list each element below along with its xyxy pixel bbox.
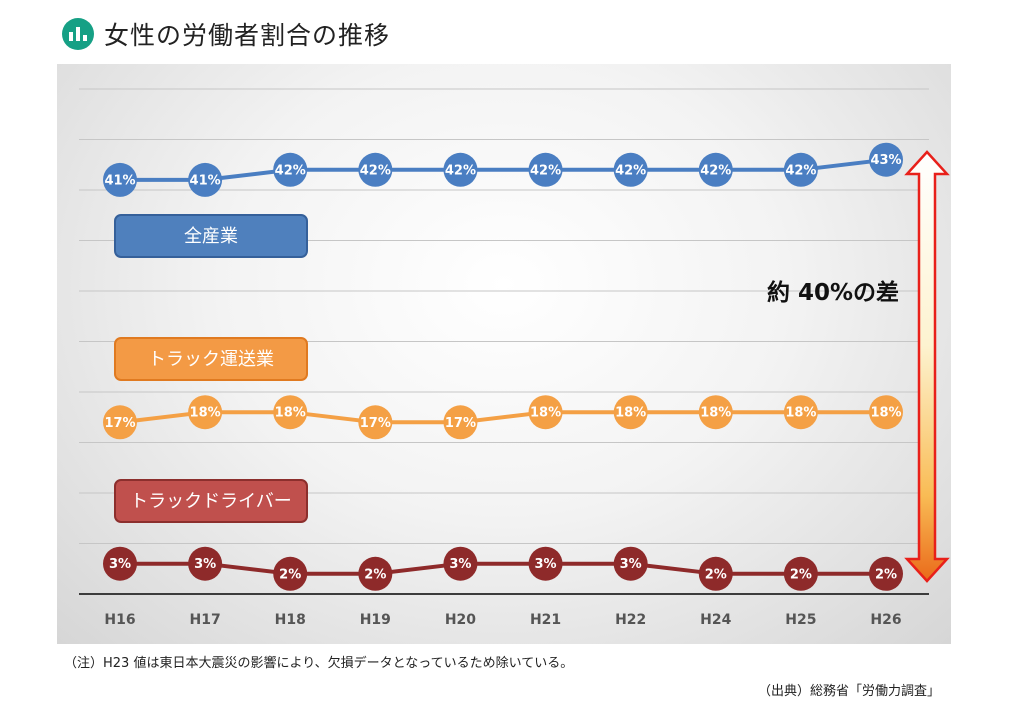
x-tick-label: H26 — [870, 612, 901, 628]
data-label: 18% — [275, 406, 306, 421]
footnote: （注）H23 値は東日本大震災の影響により、欠損データとなっているため除いている… — [64, 656, 574, 671]
data-point — [103, 546, 137, 581]
chart-area: H16 H17 H18 H19 H20 H21 H22 H24 H25 H26 41% 41% 42% 4… — [57, 64, 951, 644]
x-tick-label: H25 — [785, 612, 816, 628]
data-label: 42% — [360, 163, 391, 178]
data-point — [613, 152, 648, 187]
data-point — [528, 152, 563, 187]
data-point — [783, 395, 818, 430]
data-label: 2% — [875, 567, 897, 582]
x-tick-label: H17 — [190, 612, 221, 628]
data-label: 42% — [615, 163, 646, 178]
data-point — [273, 395, 308, 430]
series-line — [120, 561, 886, 576]
x-tick-label: H16 — [104, 612, 135, 628]
x-tick-label: H24 — [700, 612, 731, 628]
data-label: 18% — [785, 406, 816, 421]
legend-label: トラック運送業 — [148, 349, 274, 370]
data-point — [273, 152, 308, 187]
data-label: 17% — [360, 416, 391, 431]
data-label: 17% — [445, 416, 476, 431]
x-tick-label: H20 — [445, 612, 476, 628]
data-point — [273, 556, 308, 591]
data-point — [443, 152, 478, 187]
bar-chart-icon — [62, 18, 94, 50]
data-point — [613, 546, 648, 581]
data-label: 42% — [700, 163, 731, 178]
data-point — [783, 152, 818, 187]
data-label: 3% — [194, 557, 216, 572]
line-chart: H16 H17 H18 H19 H20 H21 H22 H24 H25 H26 41% 41% 42% 4… — [79, 88, 950, 628]
data-label: 17% — [104, 416, 135, 431]
chart-header: 女性の労働者割合の推移 — [62, 14, 390, 54]
data-point — [358, 152, 393, 187]
data-label: 2% — [790, 567, 812, 582]
data-label: 2% — [364, 567, 386, 582]
series-line — [120, 157, 887, 182]
difference-arrow — [904, 150, 950, 583]
data-point — [358, 405, 393, 440]
data-point — [698, 556, 733, 591]
data-point — [869, 142, 903, 177]
data-label: 3% — [109, 557, 131, 572]
data-point — [188, 395, 223, 430]
data-point — [869, 556, 903, 591]
difference-annotation: 約 40%の差 — [767, 279, 899, 306]
data-point — [443, 546, 478, 581]
data-point — [869, 395, 903, 430]
series-line — [119, 410, 886, 425]
data-label: 41% — [104, 173, 135, 188]
data-label: 3% — [620, 557, 642, 572]
x-tick-label: H22 — [615, 612, 646, 628]
data-label: 18% — [615, 406, 646, 421]
data-point — [103, 162, 137, 197]
x-tick-label: H18 — [275, 612, 306, 628]
data-point — [358, 556, 393, 591]
data-point — [188, 546, 223, 581]
chart-title: 女性の労働者割合の推移 — [104, 21, 391, 50]
x-tick-label: H21 — [530, 612, 561, 628]
legend-label: トラックドライバー — [130, 491, 292, 512]
legend-box — [114, 214, 308, 258]
x-tick-label: H19 — [360, 612, 391, 628]
data-point — [528, 395, 563, 430]
data-point — [613, 395, 648, 430]
data-point — [443, 405, 478, 440]
data-label: 18% — [870, 406, 901, 421]
data-point — [783, 556, 818, 591]
data-label: 43% — [870, 153, 901, 168]
data-point — [103, 405, 137, 440]
data-label: 42% — [275, 163, 306, 178]
data-point — [698, 152, 733, 187]
data-point — [188, 162, 223, 197]
data-label: 18% — [700, 406, 731, 421]
legend-label: 全産業 — [184, 226, 238, 247]
data-label: 18% — [190, 406, 221, 421]
data-label: 2% — [705, 567, 727, 582]
data-label: 42% — [530, 163, 561, 178]
data-point — [528, 546, 563, 581]
data-label: 41% — [190, 173, 221, 188]
data-label: 18% — [530, 406, 561, 421]
data-label: 42% — [785, 163, 816, 178]
legend-box — [114, 479, 308, 523]
data-label: 2% — [279, 567, 301, 582]
data-label: 3% — [449, 557, 471, 572]
data-label: 3% — [535, 557, 557, 572]
legend-box — [114, 337, 308, 381]
source-note: （出典）総務省「労働力調査」 — [757, 684, 940, 699]
data-point — [698, 395, 733, 430]
data-label: 42% — [445, 163, 476, 178]
